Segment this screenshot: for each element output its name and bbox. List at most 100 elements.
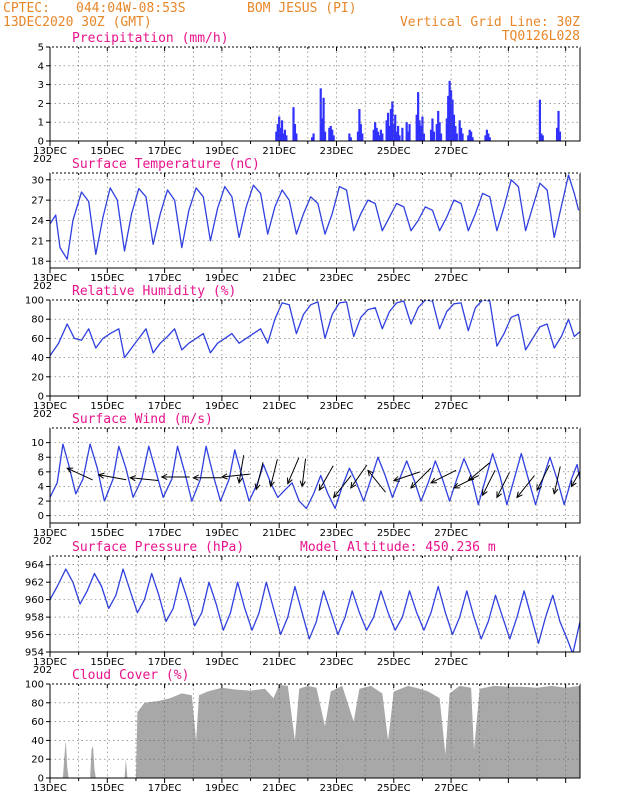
wind-vector: [130, 477, 159, 481]
y-tick-label: 20: [31, 755, 44, 766]
precip-bar: [376, 131, 380, 141]
precip-bar: [431, 118, 434, 141]
precip-bar: [283, 129, 287, 141]
precip-bar: [378, 135, 381, 141]
precip-bar: [391, 101, 394, 141]
precipitation-grid: [50, 47, 580, 141]
x-tick-label: 19DEC: [205, 528, 239, 539]
humidity-grid: [50, 300, 580, 396]
panels: 0 1 2 3 4 5 13DEC 15DEC 17DEC 19DEC 21DEC 23DEC 25DE…: [25, 31, 581, 794]
precip-bar: [418, 120, 421, 141]
x-tick-label: 19DEC: [205, 401, 239, 412]
panel-cloud: 0 20 40 60 80 100 13DEC 15DEC 17DEC 19DEC 21DEC 23D…: [25, 668, 581, 794]
precip-bar: [361, 133, 364, 141]
x-tick-label: 19DEC: [205, 783, 239, 794]
precip-bar: [555, 127, 559, 141]
precip-bar: [422, 133, 425, 141]
cloud-title: Cloud Cover (%): [72, 668, 189, 683]
y-tick-label: 1: [38, 118, 44, 129]
wind-vector: [350, 464, 368, 489]
precip-bar: [321, 118, 324, 141]
wind-vector: [496, 472, 510, 498]
header-source: CPTEC:: [3, 1, 50, 16]
pressure-data: [50, 568, 580, 652]
header-datetime: 13DEC2020 30Z (GMT): [3, 15, 152, 30]
y-tick-label: 80: [31, 698, 44, 709]
wind-vector-head: [129, 475, 137, 482]
precip-bar: [374, 122, 377, 141]
wind-vector-head: [332, 491, 340, 499]
wind-frame: [49, 427, 581, 524]
wind-data: [50, 443, 580, 510]
precip-bar: [395, 131, 398, 141]
precip-bar: [285, 135, 288, 141]
precip-bar: [437, 110, 440, 141]
wind-vector: [270, 459, 278, 487]
wind-vector-head: [236, 476, 243, 484]
wind-vector-head: [350, 481, 357, 489]
x-tick-label: 21DEC: [262, 273, 296, 284]
x-tick-label: 25DEC: [377, 273, 411, 284]
wind-vector-head: [516, 491, 523, 499]
x-tick-label: 13DEC: [33, 783, 67, 794]
precip-bar: [445, 118, 448, 141]
x-tick-label: 17DEC: [148, 783, 182, 794]
precip-bar: [405, 122, 408, 141]
x-tick-label: 17DEC: [148, 146, 182, 157]
precip-bar: [487, 133, 490, 141]
wind-grid: [50, 428, 580, 523]
x-tick-label: 13DEC: [33, 401, 67, 412]
pressure-title: Surface Pressure (hPa): [72, 540, 244, 555]
precip-bar: [538, 99, 541, 141]
wind-vector: [318, 465, 334, 491]
precip-bar: [438, 122, 441, 141]
cloud-area: [50, 684, 580, 778]
temperature-title: Surface Temperature (nC): [72, 157, 260, 172]
x-tick-label: 23DEC: [320, 401, 354, 412]
precip-bar: [541, 135, 544, 141]
header-coords: 044:04W-08:53S: [76, 1, 186, 16]
precip-bar: [407, 131, 410, 141]
x-tick-label: 17DEC: [148, 273, 182, 284]
precip-bar: [322, 97, 325, 141]
precip-bar: [381, 133, 384, 141]
precip-bar: [331, 129, 334, 141]
pressure-frame: [49, 555, 581, 653]
wind-vector-head: [367, 469, 374, 477]
precip-bar: [467, 135, 470, 141]
wind-vector: [66, 467, 93, 481]
y-tick-label: 960: [25, 595, 44, 606]
precip-bar: [460, 127, 463, 141]
precip-bar: [359, 124, 362, 141]
pressure-line: [50, 568, 580, 652]
precip-bar: [451, 99, 454, 141]
panel-temperature: 18 21 24 27 30 13DEC 15DEC 17DEC 19DEC 21DEC 23DEC…: [31, 157, 581, 292]
precip-bar: [429, 129, 433, 141]
precip-bar: [471, 137, 474, 141]
wind-vector: [467, 462, 491, 481]
precip-bar: [540, 133, 543, 141]
y-tick-label: 40: [31, 736, 44, 747]
y-tick-label: 6: [38, 467, 44, 478]
x-tick-label: 15DEC: [90, 657, 124, 668]
x-tick-label: 15DEC: [90, 528, 124, 539]
precip-bar: [455, 133, 458, 141]
precip-bar: [375, 127, 378, 141]
y-tick-label: 4: [38, 61, 44, 72]
precip-bar: [275, 131, 278, 141]
x-tick-label: 15DEC: [90, 783, 124, 794]
wind-vector-head: [452, 482, 460, 489]
x-tick-label: 21DEC: [262, 657, 296, 668]
x-tick-label: 13DEC: [33, 273, 67, 284]
y-tick-label: 0: [38, 392, 44, 403]
cloud-grid: [50, 684, 580, 778]
precip-bar: [292, 107, 295, 141]
precip-bar: [312, 133, 315, 141]
x-tick-label: 17DEC: [148, 657, 182, 668]
panel-humidity: 0 20 40 60 80 100 13DEC 15DEC 17DEC 19DEC 21DEC 23D…: [25, 284, 581, 420]
humidity-frame: [49, 299, 581, 397]
header-grid-note: Vertical Grid Line: 30Z: [400, 15, 580, 30]
wind-vector: [98, 474, 127, 481]
precip-bar: [329, 125, 332, 141]
x-tick-label: 13DEC: [33, 146, 67, 157]
